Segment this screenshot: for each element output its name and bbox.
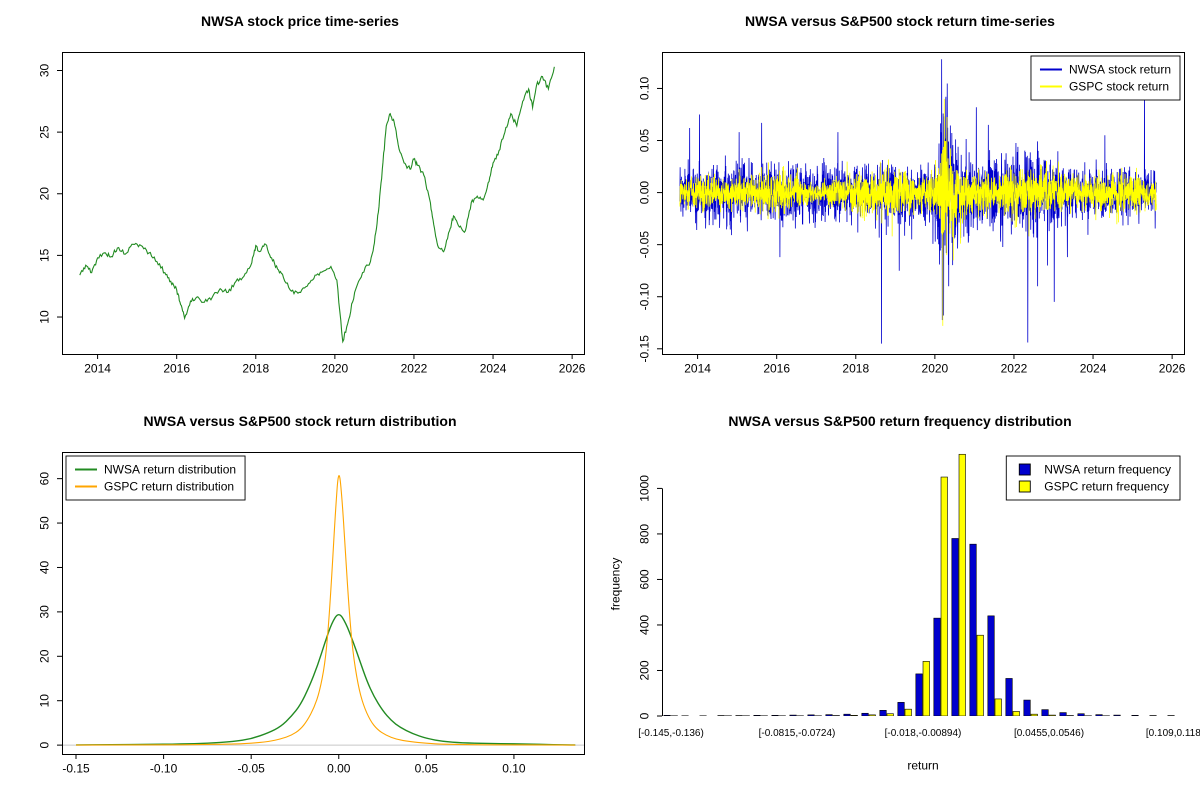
frequency-chart-canvas (600, 442, 1200, 800)
distribution-chart-canvas (0, 442, 600, 800)
price-chart-title: NWSA stock price time-series (201, 13, 399, 29)
price-chart-canvas (0, 42, 600, 400)
distribution-chart-title: NWSA versus S&P500 stock return distribu… (143, 413, 457, 429)
return-chart-title: NWSA versus S&P500 stock return time-ser… (745, 13, 1055, 29)
panel-return-frequency: NWSA versus S&P500 return frequency dist… (600, 400, 1200, 800)
panel-price-timeseries: NWSA stock price time-series (0, 0, 600, 400)
return-chart-canvas (600, 42, 1200, 400)
panel-return-distribution: NWSA versus S&P500 stock return distribu… (0, 400, 600, 800)
panel-return-timeseries: NWSA versus S&P500 stock return time-ser… (600, 0, 1200, 400)
frequency-chart-title: NWSA versus S&P500 return frequency dist… (728, 413, 1072, 429)
